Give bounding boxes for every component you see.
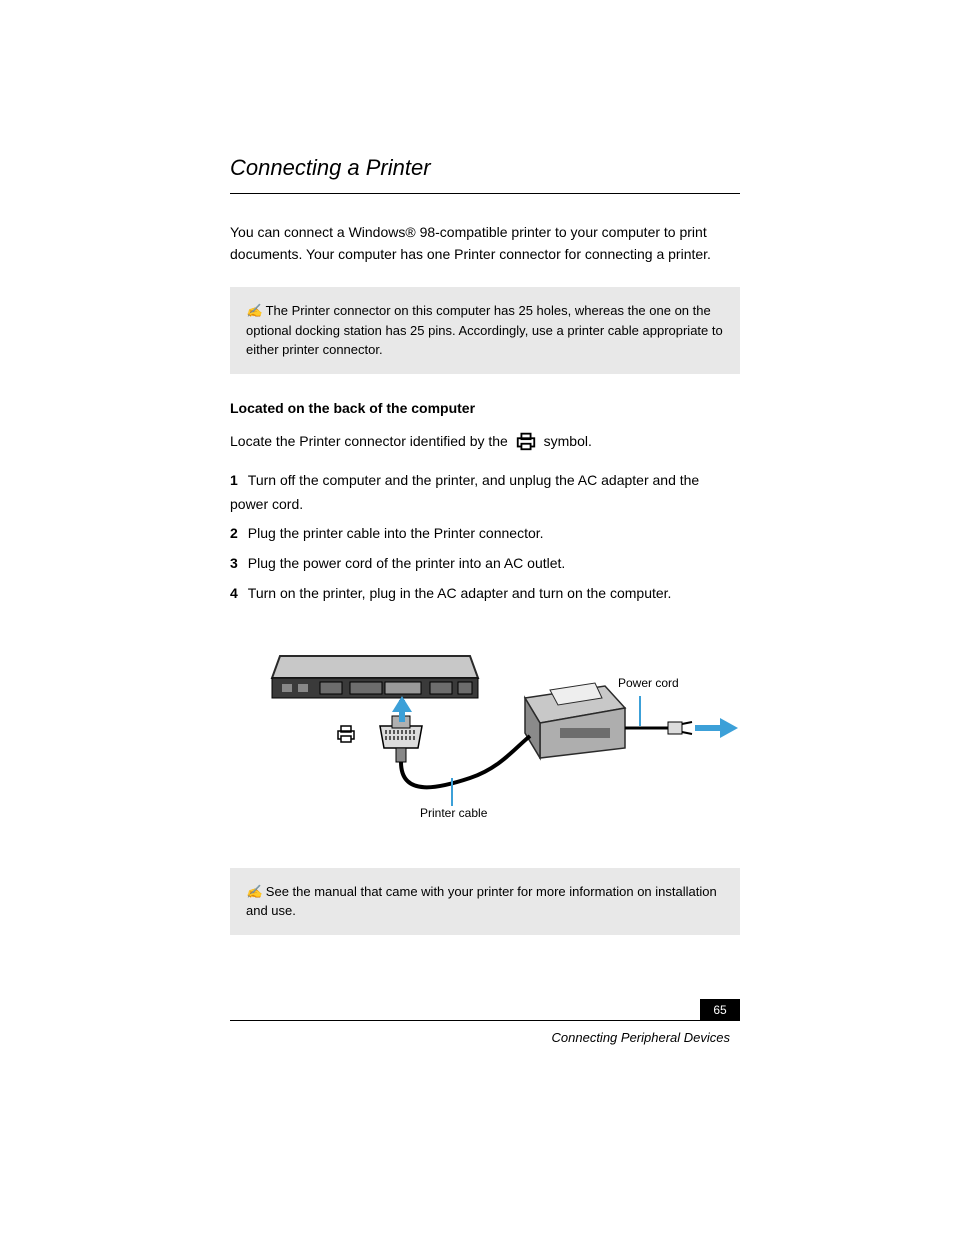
pencil-icon: ✍ bbox=[246, 303, 262, 318]
location-subhead: Located on the back of the computer bbox=[230, 400, 740, 416]
note-box: ✍ The Printer connector on this computer… bbox=[230, 287, 740, 374]
power-plug-icon bbox=[668, 722, 692, 734]
printer-device-icon bbox=[525, 683, 625, 758]
step-item: 3Plug the power cord of the printer into… bbox=[230, 552, 740, 576]
step-item: 1Turn off the computer and the printer, … bbox=[230, 469, 740, 517]
printer-port-icon bbox=[338, 726, 354, 742]
icon-sentence-post: symbol. bbox=[544, 433, 592, 449]
step-text: Turn off the computer and the printer, a… bbox=[230, 472, 699, 512]
callout-power-cord: Power cord bbox=[618, 676, 679, 690]
icon-sentence-pre: Locate the Printer connector identified … bbox=[230, 433, 512, 449]
step-text: Plug the printer cable into the Printer … bbox=[248, 525, 544, 541]
pencil-icon: ✍ bbox=[246, 884, 262, 899]
parallel-connector-icon bbox=[380, 716, 422, 762]
printer-icon bbox=[515, 430, 537, 455]
footer-rule bbox=[230, 1020, 740, 1021]
step-item: 4Turn on the printer, plug in the AC ada… bbox=[230, 582, 740, 606]
icon-sentence: Locate the Printer connector identified … bbox=[230, 430, 740, 455]
step-text: Turn on the printer, plug in the AC adap… bbox=[248, 585, 672, 601]
arrow-right-icon bbox=[695, 718, 738, 738]
callout-printer-cable: Printer cable bbox=[420, 806, 487, 820]
intro-paragraph: You can connect a Windows® 98-compatible… bbox=[230, 222, 740, 265]
step-item: 2Plug the printer cable into the Printer… bbox=[230, 522, 740, 546]
note-text: The Printer connector on this computer h… bbox=[246, 303, 723, 357]
steps-list: 1Turn off the computer and the printer, … bbox=[230, 469, 740, 606]
title-rule bbox=[230, 193, 740, 194]
connection-illustration: Power cord Printer cable bbox=[230, 638, 740, 838]
footer-section-label: Connecting Peripheral Devices bbox=[552, 1030, 730, 1045]
step-text: Plug the power cord of the printer into … bbox=[248, 555, 566, 571]
laptop-back-icon bbox=[272, 656, 478, 698]
section-title: Connecting a Printer bbox=[230, 155, 740, 181]
tip-text: See the manual that came with your print… bbox=[246, 884, 717, 919]
tip-box: ✍ See the manual that came with your pri… bbox=[230, 868, 740, 935]
page-number-badge: 65 bbox=[700, 999, 740, 1021]
